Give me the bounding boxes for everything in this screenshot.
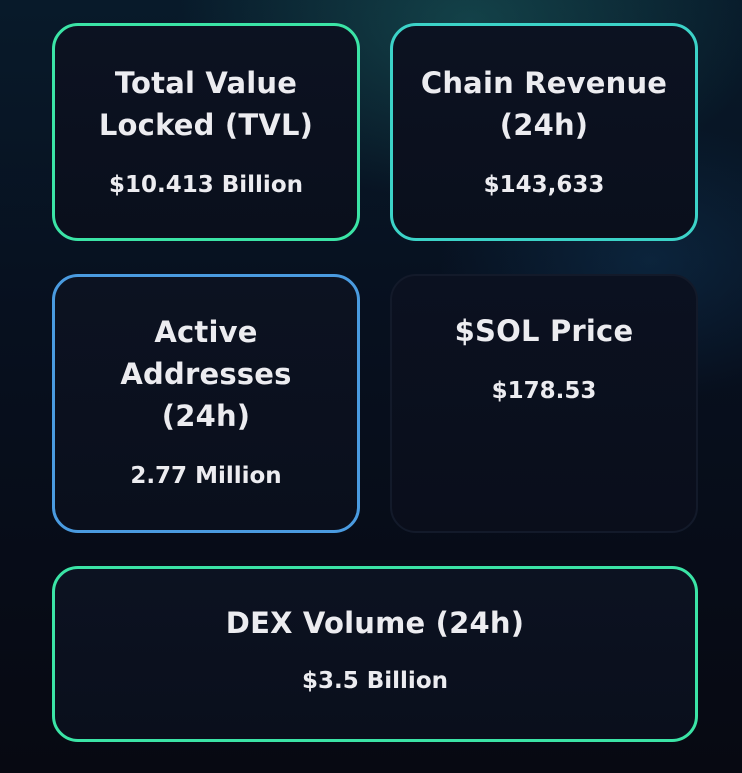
tvl-title: Total Value Locked (TVL) xyxy=(98,66,314,142)
chain-revenue-card: Chain Revenue (24h) $143,633 xyxy=(390,23,698,241)
sol-price-value: $178.53 xyxy=(491,378,597,404)
dex-volume-title: DEX Volume (24h) xyxy=(225,606,525,640)
dex-volume-value: $3.5 Billion xyxy=(302,668,448,694)
sol-price-title: $SOL Price xyxy=(454,314,634,348)
active-addresses-card: Active Addresses (24h) 2.77 Million xyxy=(52,274,360,533)
chain-revenue-value: $143,633 xyxy=(483,172,605,198)
sol-price-card: $SOL Price $178.53 xyxy=(390,274,698,533)
tvl-card: Total Value Locked (TVL) $10.413 Billion xyxy=(52,23,360,241)
tvl-value: $10.413 Billion xyxy=(108,172,303,198)
active-addresses-title: Active Addresses (24h) xyxy=(120,315,292,433)
chain-revenue-title: Chain Revenue (24h) xyxy=(420,66,668,142)
active-addresses-value: 2.77 Million xyxy=(130,463,282,489)
dex-volume-card: DEX Volume (24h) $3.5 Billion xyxy=(52,566,698,742)
